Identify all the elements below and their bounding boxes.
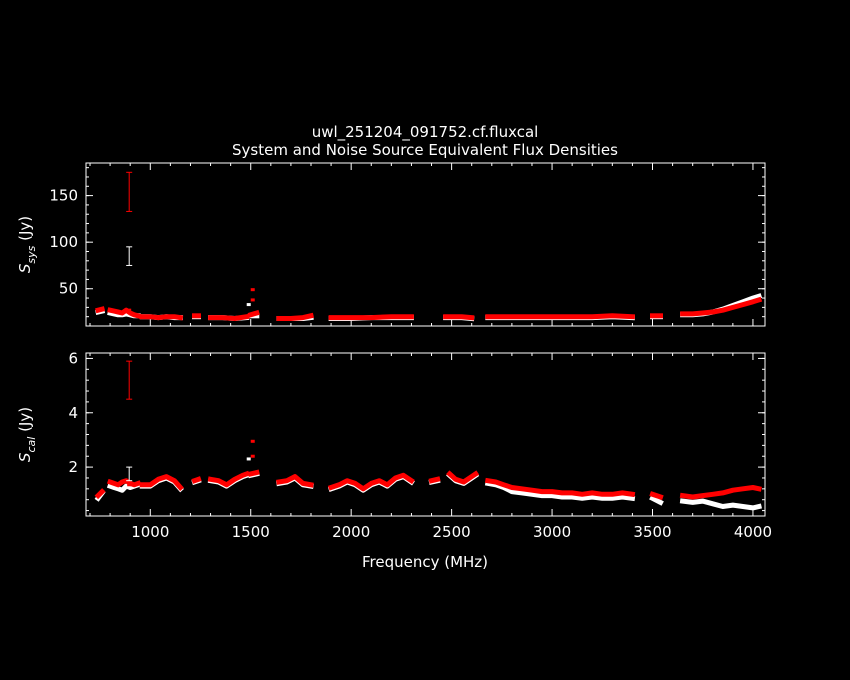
data-segment — [485, 313, 636, 320]
data-segment — [247, 469, 260, 477]
y-tick-label: 4 — [68, 404, 78, 422]
data-point — [246, 303, 251, 307]
data-point — [250, 288, 255, 292]
data-segment — [276, 312, 314, 321]
x-tick-label: 2000 — [332, 523, 370, 541]
x-tick-label: 1000 — [131, 523, 169, 541]
panel-scal: 1000 1500 2000 2500 3000 3500 4000 2 4 6 Scal (Jy) — [16, 349, 772, 541]
panel-frame — [85, 162, 766, 327]
y-tick-label: 100 — [49, 233, 78, 251]
x-tick-label: 2500 — [433, 523, 471, 541]
data-point — [127, 308, 132, 312]
data-segment — [484, 480, 636, 502]
chart-title: uwl_251204_091752.cf.fluxcal — [312, 123, 539, 142]
panel-data — [95, 288, 763, 322]
y-tick-label: 150 — [49, 187, 78, 205]
panel-data — [94, 439, 762, 511]
data-segment — [107, 307, 142, 319]
data-point — [250, 439, 255, 443]
x-tick-label: 3000 — [533, 523, 571, 541]
chart-subtitle: System and Noise Source Equivalent Flux … — [232, 141, 618, 159]
data-segment — [428, 476, 441, 484]
series — [94, 469, 762, 501]
series — [95, 296, 763, 321]
data-segment — [649, 494, 664, 506]
data-segment — [208, 313, 250, 321]
data-segment — [649, 491, 664, 501]
data-segment — [94, 488, 106, 500]
data-segment — [679, 498, 762, 511]
data-segment — [139, 314, 184, 321]
data-segment — [446, 470, 480, 485]
x-tick-label: 3500 — [633, 523, 671, 541]
data-segment — [95, 306, 106, 314]
x-tick-label: 1500 — [232, 523, 270, 541]
data-point — [250, 454, 255, 458]
data-segment — [680, 296, 763, 317]
y-tick-label: 2 — [68, 458, 78, 476]
data-segment — [328, 314, 414, 321]
y-axis-label: Ssys (Jy) — [16, 216, 38, 273]
error-bar — [126, 466, 133, 482]
error-bar — [126, 360, 133, 400]
data-segment — [484, 477, 636, 498]
data-segment — [191, 476, 202, 484]
x-tick-label: 4000 — [734, 523, 772, 541]
chart-panels: 50 100 150 Ssys (Jy) 1000 1500 2000 2500 3000 350… — [16, 162, 772, 541]
error-bar — [126, 171, 133, 212]
data-segment — [106, 478, 142, 488]
data-segment — [207, 470, 250, 488]
data-segment — [276, 474, 314, 488]
data-point — [127, 483, 132, 487]
panel-ssys: 50 100 150 Ssys (Jy) — [16, 162, 766, 327]
data-point — [246, 457, 251, 461]
data-segment — [247, 309, 260, 318]
y-tick-label: 6 — [68, 349, 78, 367]
y-tick-label: 50 — [59, 280, 78, 298]
x-axis-label: Frequency (MHz) — [362, 553, 488, 571]
error-bar — [126, 246, 133, 266]
data-segment — [443, 314, 475, 321]
data-segment — [327, 472, 415, 492]
data-point — [250, 298, 255, 302]
data-segment — [679, 485, 762, 500]
data-segment — [139, 474, 184, 492]
y-axis-label: Scal (Jy) — [16, 407, 38, 462]
